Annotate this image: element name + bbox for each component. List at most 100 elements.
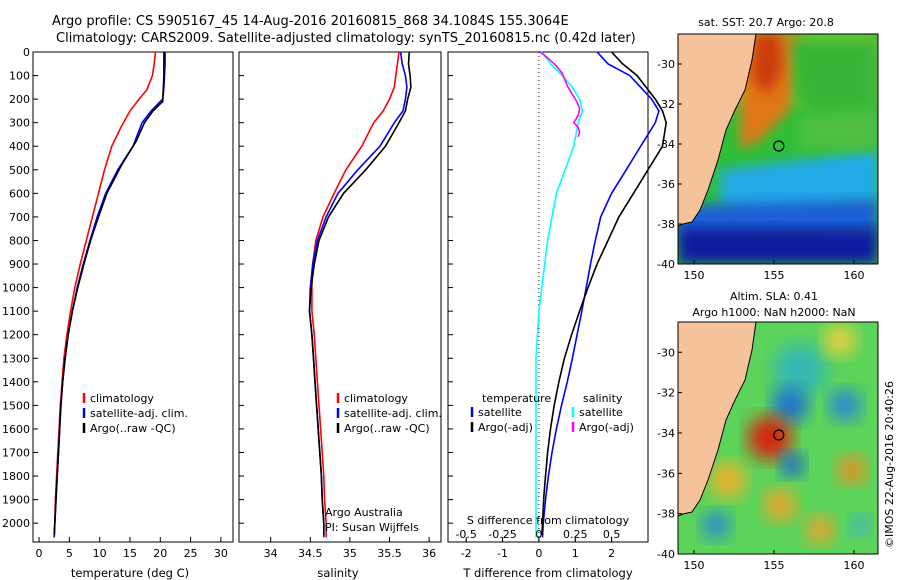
x-tick-label: 10 bbox=[93, 547, 107, 560]
sla-map-title-line2: Argo h1000: NaN h2000: NaN bbox=[692, 306, 855, 319]
legend-label: climatology bbox=[344, 392, 408, 405]
x-tick-label: 1 bbox=[572, 547, 579, 560]
map-y-tick-label: -38 bbox=[657, 508, 675, 521]
legend-label: Argo(-adj) bbox=[579, 421, 634, 434]
x-tick-label: 35.5 bbox=[377, 547, 402, 560]
s-tick-label: -0.5 bbox=[455, 528, 476, 541]
depth-tick-label: 1500 bbox=[2, 399, 30, 412]
s-difference-xlabel: S difference from climatology bbox=[467, 514, 630, 527]
sla-map-frame bbox=[677, 321, 879, 555]
sla-coastline bbox=[678, 322, 757, 517]
map-x-tick-label: 155 bbox=[764, 559, 785, 572]
depth-tick-label: 1400 bbox=[2, 376, 30, 389]
x-tick-label: 0 bbox=[36, 547, 43, 560]
sst-map-panel: sat. SST: 20.7 Argo: 20.8 150 155 160 -30 -3… bbox=[657, 16, 879, 282]
temperature-axes bbox=[32, 51, 234, 543]
legend-label: satellite-adj. clim. bbox=[344, 407, 442, 420]
temperature-xlabel: temperature (deg C) bbox=[71, 566, 189, 580]
series-salinity-satellite bbox=[535, 51, 584, 538]
depth-tick-label: 1100 bbox=[2, 305, 30, 318]
depth-tick-label: 400 bbox=[9, 140, 30, 153]
x-tick-label: 25 bbox=[184, 547, 198, 560]
legend-label: Argo(..raw -QC) bbox=[90, 422, 176, 435]
series-salinity-argo-adj- bbox=[539, 51, 581, 138]
map-y-tick-label: -34 bbox=[657, 427, 675, 440]
map-y-tick-label: -40 bbox=[657, 548, 675, 561]
legend-label: climatology bbox=[90, 392, 154, 405]
depth-tick-label: 1000 bbox=[2, 282, 30, 295]
series-argo-raw-qc- bbox=[308, 51, 412, 535]
sst-map-title: sat. SST: 20.7 Argo: 20.8 bbox=[698, 16, 834, 29]
x-tick-label: -2 bbox=[461, 547, 472, 560]
salinity-panel: 34 34.5 35 35.5 36 salinity climatology satel… bbox=[238, 51, 442, 580]
salinity-legend: climatology satellite-adj. clim. Argo(..ra… bbox=[336, 392, 442, 435]
depth-tick-label: 600 bbox=[9, 187, 30, 200]
x-tick-label: -1 bbox=[497, 547, 508, 560]
legend-label: satellite-adj. clim. bbox=[90, 407, 188, 420]
x-tick-label: 2 bbox=[608, 547, 615, 560]
sst-coastline bbox=[678, 34, 757, 227]
sst-map-frame bbox=[677, 33, 879, 265]
x-tick-label: 35 bbox=[343, 547, 357, 560]
sla-argo-marker bbox=[773, 429, 785, 441]
legend-label: Argo(-adj) bbox=[478, 421, 533, 434]
depth-tick-label: 1900 bbox=[2, 494, 30, 507]
depth-tick-label: 1800 bbox=[2, 470, 30, 483]
depth-tick-label: 1200 bbox=[2, 329, 30, 342]
series-argo-raw-qc- bbox=[53, 52, 165, 535]
depth-tick-label: 200 bbox=[9, 93, 30, 106]
depth-tick-label: 900 bbox=[9, 258, 30, 271]
x-tick-label: 30 bbox=[214, 547, 228, 560]
depth-tick-label: 1600 bbox=[2, 423, 30, 436]
imos-stamp: ©IMOS 22-Aug-2016 20:40:26 bbox=[883, 381, 896, 548]
s-tick-label: 0.25 bbox=[563, 528, 588, 541]
figure-title-line1: Argo profile: CS 5905167_45 14-Aug-2016 … bbox=[52, 14, 569, 29]
depth-tick-label: 1300 bbox=[2, 352, 30, 365]
sst-land bbox=[678, 34, 756, 226]
map-x-tick-label: 160 bbox=[844, 269, 865, 282]
legend-label: satellite bbox=[478, 406, 522, 419]
x-tick-label: 34.5 bbox=[298, 547, 323, 560]
series-temperature-argo-adj- bbox=[541, 51, 668, 535]
argo-credit-line1: Argo Australia bbox=[325, 506, 403, 519]
x-tick-label: 36 bbox=[422, 547, 436, 560]
map-y-tick-label: -30 bbox=[657, 346, 675, 359]
series-temperature-satellite bbox=[541, 51, 660, 538]
sla-heatmap bbox=[678, 322, 878, 554]
x-tick-label: 15 bbox=[123, 547, 137, 560]
depth-tick-label: 800 bbox=[9, 234, 30, 247]
sla-map-title-line1: Altim. SLA: 0.41 bbox=[730, 290, 818, 303]
map-y-tick-label: -30 bbox=[657, 58, 675, 71]
salinity-xlabel: salinity bbox=[317, 566, 358, 580]
depth-tick-label: 700 bbox=[9, 211, 30, 224]
x-tick-label: 34 bbox=[264, 547, 278, 560]
depth-tick-label: 1700 bbox=[2, 446, 30, 459]
map-y-tick-label: -40 bbox=[657, 258, 675, 271]
legend-label: Argo(..raw -QC) bbox=[344, 422, 430, 435]
map-y-tick-label: -36 bbox=[657, 178, 675, 191]
depth-tick-label: 300 bbox=[9, 117, 30, 130]
difference-legend: temperaturesatelliteArgo(-adj)salinitysa… bbox=[470, 392, 634, 434]
salinity-axes bbox=[238, 51, 442, 543]
map-y-tick-label: -34 bbox=[657, 138, 675, 151]
sst-argo-marker bbox=[773, 140, 785, 152]
s-tick-label: 0.5 bbox=[603, 528, 621, 541]
map-y-tick-label: -32 bbox=[657, 387, 675, 400]
map-x-tick-label: 155 bbox=[764, 269, 785, 282]
map-x-tick-label: 150 bbox=[684, 269, 705, 282]
legend-label: satellite bbox=[579, 406, 623, 419]
map-y-tick-label: -36 bbox=[657, 467, 675, 480]
x-tick-label: 0 bbox=[535, 547, 542, 560]
s-tick-label: -0.25 bbox=[488, 528, 516, 541]
s-tick-label: 0 bbox=[535, 528, 542, 541]
sst-heatmap bbox=[678, 34, 878, 264]
x-tick-label: 5 bbox=[66, 547, 73, 560]
map-y-tick-label: -32 bbox=[657, 98, 675, 111]
depth-tick-label: 100 bbox=[9, 70, 30, 83]
legend-title-salinity: salinity bbox=[583, 392, 623, 405]
depth-tick-label: 0 bbox=[23, 46, 30, 59]
temperature-panel: 0 5 10 15 20 25 300100200300400500600700800900… bbox=[2, 46, 234, 580]
map-x-tick-label: 150 bbox=[684, 559, 705, 572]
difference-axes bbox=[447, 51, 649, 543]
